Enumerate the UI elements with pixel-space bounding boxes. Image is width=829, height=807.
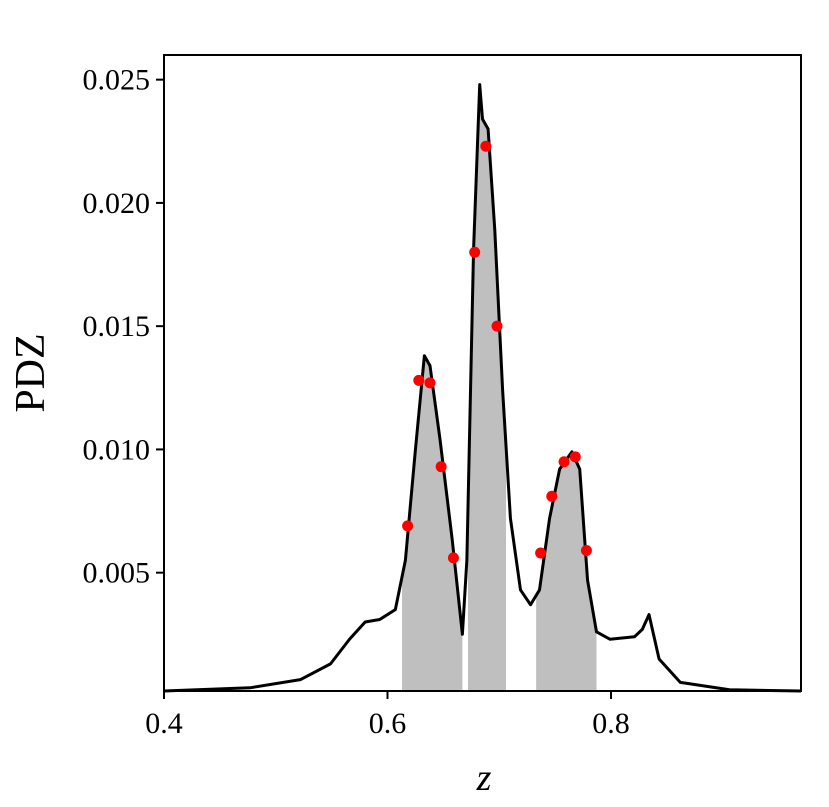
x-tick-label: 0.4	[145, 707, 183, 740]
shaded-region	[467, 84, 506, 691]
sample-point	[535, 547, 547, 559]
sample-point	[580, 544, 592, 556]
y-axis-label: PDZ	[8, 333, 54, 412]
sample-point	[469, 246, 481, 258]
pdz-line	[163, 83, 802, 693]
y-tick-label: 0.015	[83, 310, 151, 343]
sample-point	[491, 320, 503, 332]
sample-point	[402, 520, 414, 532]
sample-point	[480, 140, 492, 152]
sample-point	[424, 377, 436, 389]
sample-point	[413, 374, 425, 386]
x-tick-label: 0.8	[592, 707, 630, 740]
sample-point	[435, 461, 447, 473]
x-tick-label: 0.6	[369, 707, 407, 740]
y-tick-label: 0.020	[83, 187, 151, 220]
sample-point	[558, 456, 570, 468]
sample-point	[546, 490, 558, 502]
y-tick-label: 0.005	[83, 557, 151, 590]
y-tick-label: 0.010	[83, 433, 151, 466]
plot-frame	[163, 54, 802, 692]
sample-point	[569, 451, 581, 463]
y-tick-label: 0.025	[83, 64, 151, 97]
sample-point	[447, 552, 459, 564]
x-axis-label: z	[476, 757, 492, 799]
